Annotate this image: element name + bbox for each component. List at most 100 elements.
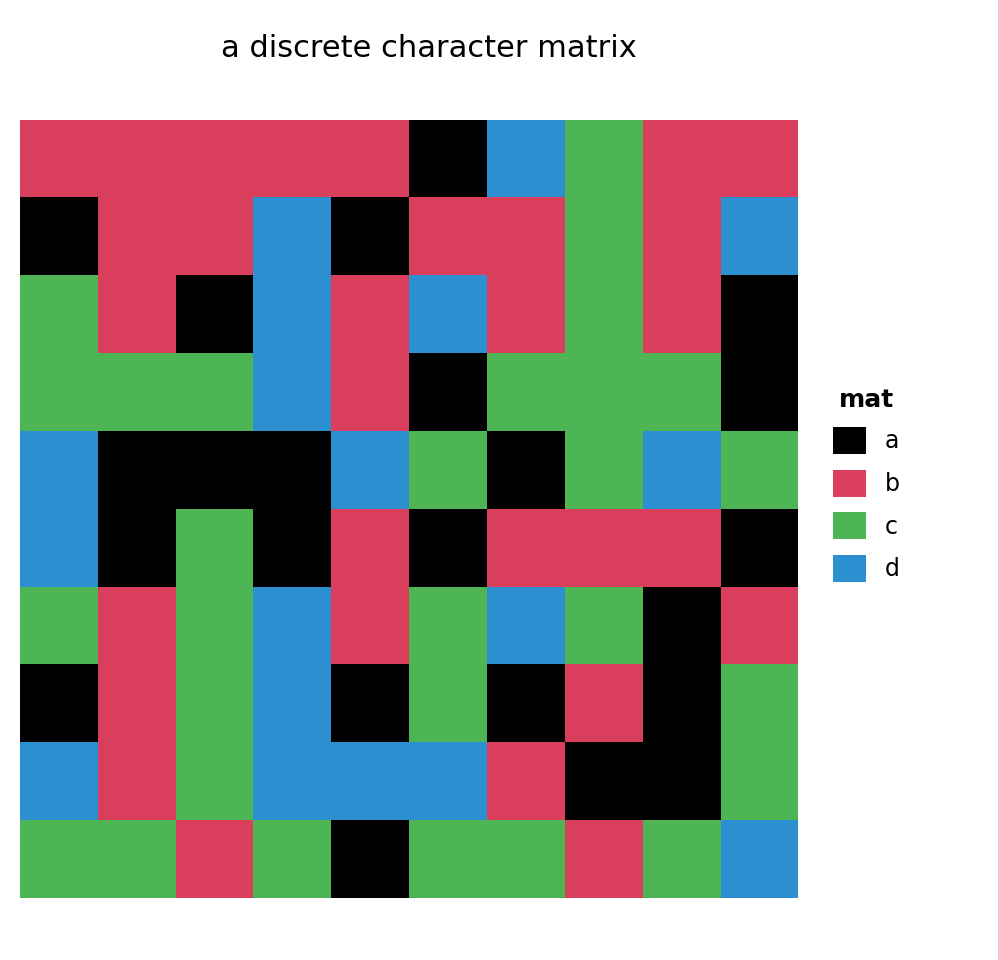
Bar bbox=[721, 120, 798, 198]
Bar bbox=[20, 198, 98, 276]
Bar bbox=[643, 198, 721, 276]
Bar bbox=[20, 742, 98, 820]
Bar bbox=[176, 198, 253, 276]
Bar bbox=[487, 509, 565, 587]
Bar bbox=[98, 276, 176, 353]
Bar bbox=[643, 353, 721, 431]
Bar bbox=[487, 587, 565, 664]
Bar bbox=[20, 587, 98, 664]
Bar bbox=[409, 820, 487, 898]
Bar bbox=[20, 353, 98, 431]
Bar bbox=[643, 664, 721, 742]
Bar bbox=[253, 664, 331, 742]
Bar bbox=[487, 820, 565, 898]
Bar bbox=[98, 431, 176, 509]
Bar bbox=[176, 820, 253, 898]
Bar bbox=[565, 587, 643, 664]
Legend: a, b, c, d: a, b, c, d bbox=[825, 380, 907, 589]
Bar bbox=[253, 120, 331, 198]
Bar bbox=[409, 431, 487, 509]
Bar bbox=[643, 820, 721, 898]
Bar bbox=[253, 431, 331, 509]
Bar bbox=[721, 431, 798, 509]
Bar bbox=[176, 120, 253, 198]
Bar bbox=[721, 353, 798, 431]
Bar bbox=[409, 509, 487, 587]
Bar bbox=[643, 509, 721, 587]
Bar bbox=[643, 120, 721, 198]
Bar bbox=[487, 742, 565, 820]
Bar bbox=[565, 353, 643, 431]
Bar bbox=[331, 353, 409, 431]
Bar bbox=[487, 198, 565, 276]
Bar bbox=[253, 509, 331, 587]
Bar bbox=[643, 431, 721, 509]
Bar bbox=[565, 120, 643, 198]
Bar bbox=[721, 587, 798, 664]
Bar bbox=[176, 509, 253, 587]
Bar bbox=[487, 120, 565, 198]
Bar bbox=[409, 198, 487, 276]
Bar bbox=[721, 742, 798, 820]
Bar bbox=[331, 742, 409, 820]
Bar bbox=[253, 742, 331, 820]
Bar bbox=[98, 509, 176, 587]
Bar bbox=[176, 664, 253, 742]
Bar bbox=[331, 276, 409, 353]
Bar bbox=[20, 120, 98, 198]
Bar bbox=[253, 276, 331, 353]
Text: a discrete character matrix: a discrete character matrix bbox=[222, 34, 637, 62]
Bar bbox=[98, 664, 176, 742]
Bar bbox=[331, 587, 409, 664]
Bar bbox=[176, 742, 253, 820]
Bar bbox=[565, 742, 643, 820]
Bar bbox=[176, 353, 253, 431]
Bar bbox=[721, 664, 798, 742]
Bar bbox=[409, 353, 487, 431]
Bar bbox=[643, 276, 721, 353]
Bar bbox=[253, 820, 331, 898]
Bar bbox=[721, 509, 798, 587]
Bar bbox=[20, 664, 98, 742]
Bar bbox=[487, 276, 565, 353]
Bar bbox=[176, 587, 253, 664]
Bar bbox=[98, 820, 176, 898]
Bar bbox=[565, 664, 643, 742]
Bar bbox=[331, 509, 409, 587]
Bar bbox=[409, 276, 487, 353]
Bar bbox=[20, 509, 98, 587]
Bar bbox=[98, 742, 176, 820]
Bar bbox=[331, 431, 409, 509]
Bar bbox=[487, 431, 565, 509]
Bar bbox=[487, 664, 565, 742]
Bar bbox=[98, 353, 176, 431]
Bar bbox=[643, 742, 721, 820]
Bar bbox=[176, 276, 253, 353]
Bar bbox=[409, 742, 487, 820]
Bar bbox=[176, 431, 253, 509]
Bar bbox=[409, 664, 487, 742]
Bar bbox=[253, 353, 331, 431]
Bar bbox=[98, 587, 176, 664]
Bar bbox=[20, 431, 98, 509]
Bar bbox=[565, 276, 643, 353]
Bar bbox=[565, 198, 643, 276]
Bar bbox=[253, 198, 331, 276]
Bar bbox=[20, 820, 98, 898]
Bar bbox=[721, 820, 798, 898]
Bar bbox=[409, 120, 487, 198]
Bar bbox=[98, 120, 176, 198]
Bar bbox=[409, 587, 487, 664]
Bar bbox=[565, 431, 643, 509]
Bar bbox=[721, 198, 798, 276]
Bar bbox=[98, 198, 176, 276]
Bar bbox=[565, 820, 643, 898]
Bar bbox=[331, 664, 409, 742]
Bar bbox=[565, 509, 643, 587]
Bar bbox=[331, 120, 409, 198]
Bar bbox=[253, 587, 331, 664]
Bar bbox=[20, 276, 98, 353]
Bar bbox=[331, 820, 409, 898]
Bar bbox=[643, 587, 721, 664]
Bar bbox=[721, 276, 798, 353]
